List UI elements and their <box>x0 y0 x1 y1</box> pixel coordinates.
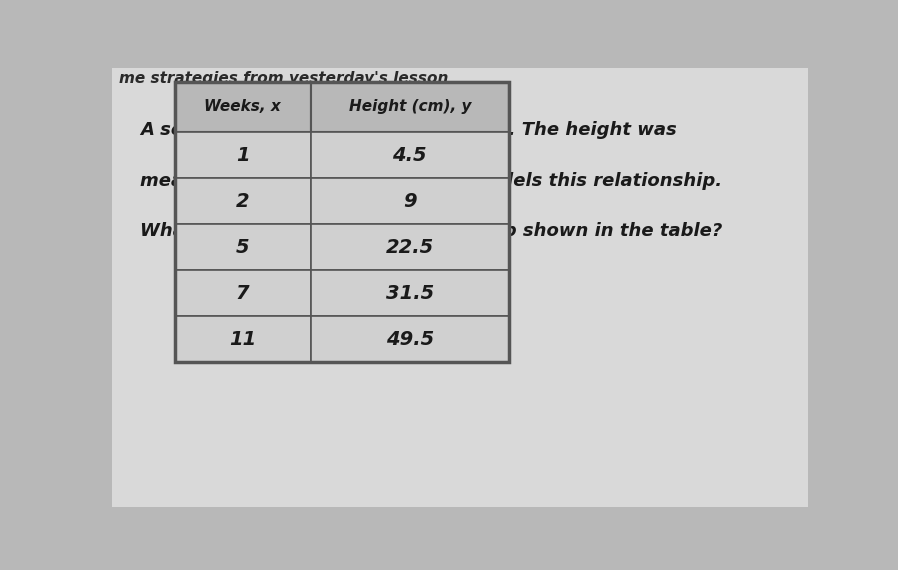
Bar <box>311 132 509 178</box>
FancyBboxPatch shape <box>112 68 808 507</box>
Text: 9: 9 <box>403 192 417 211</box>
Text: 1: 1 <box>236 145 250 165</box>
Text: 5: 5 <box>236 238 250 256</box>
Text: A seed sprouted into a tomato plant. The height was: A seed sprouted into a tomato plant. The… <box>140 121 677 139</box>
Text: 2: 2 <box>236 192 250 211</box>
Text: Height (cm), y: Height (cm), y <box>348 99 471 115</box>
Text: 31.5: 31.5 <box>385 284 434 303</box>
Bar <box>175 270 311 316</box>
Text: 4.5: 4.5 <box>392 145 427 165</box>
Bar <box>175 224 311 270</box>
Text: 49.5: 49.5 <box>385 330 434 349</box>
Text: 22.5: 22.5 <box>385 238 434 256</box>
Bar <box>311 82 509 132</box>
Text: 11: 11 <box>229 330 256 349</box>
Bar <box>311 178 509 224</box>
Bar <box>175 132 311 178</box>
Text: What is the slope of this relationship shown in the table?: What is the slope of this relationship s… <box>140 222 723 240</box>
Text: 7: 7 <box>236 284 250 303</box>
Bar <box>175 178 311 224</box>
Bar <box>175 316 311 363</box>
Bar <box>311 224 509 270</box>
Bar <box>311 316 509 363</box>
Bar <box>175 82 311 132</box>
Bar <box>311 270 509 316</box>
Text: Weeks, x: Weeks, x <box>205 99 281 115</box>
Bar <box>175 82 509 363</box>
Text: measured each week. The table models this relationship.: measured each week. The table models thi… <box>140 172 722 190</box>
Text: me strategies from yesterday's lesson: me strategies from yesterday's lesson <box>119 71 449 85</box>
